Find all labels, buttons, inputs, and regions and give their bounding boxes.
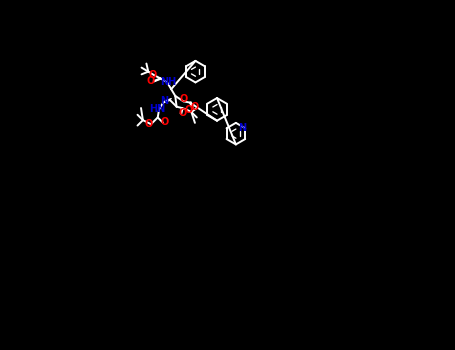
Text: O: O [148, 70, 157, 80]
Text: O: O [184, 105, 192, 115]
Text: O: O [191, 103, 199, 112]
Text: N: N [161, 96, 168, 106]
Text: HN: HN [150, 104, 166, 114]
Text: O: O [147, 76, 155, 85]
Text: N: N [238, 123, 247, 133]
Text: O: O [180, 93, 188, 104]
Text: O: O [179, 107, 187, 118]
Text: O: O [145, 119, 153, 129]
Text: NH: NH [160, 77, 177, 87]
Text: O: O [160, 117, 169, 127]
